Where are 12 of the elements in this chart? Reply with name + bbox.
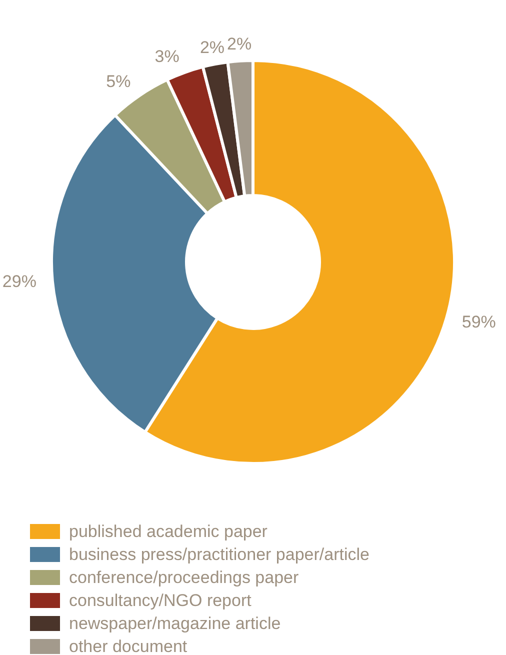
legend-label: published academic paper: [69, 522, 268, 542]
legend-label: other document: [69, 636, 188, 655]
data-label: 3%: [154, 47, 180, 66]
legend-label: conference/proceedings paper: [69, 568, 299, 588]
data-label: 2%: [200, 38, 225, 58]
data-label: 5%: [106, 72, 131, 91]
data-label: 29%: [2, 272, 36, 292]
legend-label: business press/practitioner paper/article: [69, 544, 370, 564]
legend-label: newspaper/magazine article: [69, 614, 281, 634]
data-label: 2%: [227, 34, 252, 54]
legend-label: consultancy/NGO report: [69, 590, 252, 610]
data-label: 59%: [462, 312, 496, 332]
